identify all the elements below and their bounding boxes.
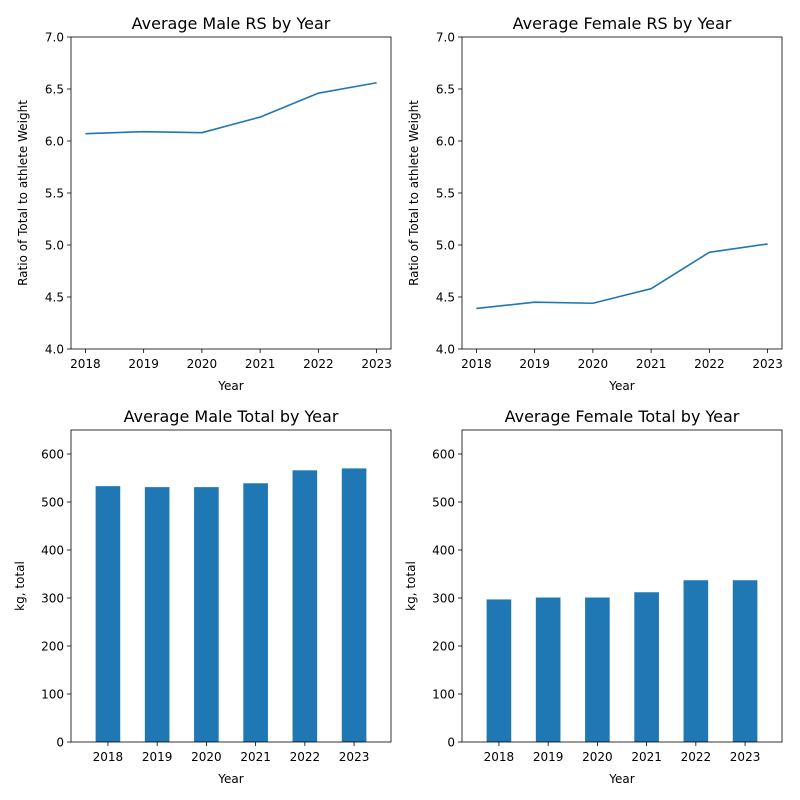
axes-frame [70, 36, 392, 350]
y-axis-label: kg, total [404, 561, 418, 611]
x-axis-label: Year [217, 379, 243, 393]
y-tick-label: 5.5 [436, 187, 455, 201]
x-tick-label: 2022 [681, 750, 712, 764]
chart-panel-3: 0 100 200 300 400 500 600 2018 2019 2020 2021 2022 2… [13, 407, 392, 786]
y-tick-label: 4.0 [45, 343, 64, 357]
y-tick-label: 7.0 [436, 31, 455, 45]
x-tick-label: 2023 [730, 750, 761, 764]
y-tick-label: 4.0 [436, 343, 455, 357]
axes-frame [461, 429, 783, 743]
y-tick-label: 6.0 [436, 135, 455, 149]
y-tick-label: 5.0 [45, 239, 64, 253]
bar [243, 483, 268, 742]
chart-title: Average Male RS by Year [132, 14, 331, 33]
y-axis-label: kg, total [13, 561, 27, 611]
x-tick-label: 2020 [582, 750, 613, 764]
y-tick-label: 4.5 [436, 291, 455, 305]
bar [194, 487, 219, 742]
bar [585, 597, 610, 742]
y-tick-label: 0 [56, 736, 64, 750]
bar [292, 470, 318, 742]
x-tick-label: 2018 [484, 750, 515, 764]
chart-panel-2: 4.0 4.5 5.0 5.5 6.0 6.5 7.0 2018 2019 2020 2021 202… [407, 14, 783, 393]
x-axis-label: Year [608, 379, 634, 393]
x-tick-label: 2021 [636, 357, 667, 371]
y-tick-label: 500 [41, 496, 64, 510]
chart-panel-1: 4.0 4.5 5.0 5.5 6.0 6.5 7.0 2018 2019 2020 2021 202… [16, 14, 392, 393]
bar [486, 599, 512, 742]
y-tick-label: 100 [41, 688, 64, 702]
y-axis-label: Ratio of Total to athlete Weight [16, 100, 30, 286]
chart-title: Average Male Total by Year [124, 407, 339, 426]
x-tick-label: 2022 [290, 750, 321, 764]
x-tick-label: 2018 [70, 357, 101, 371]
y-tick-label: 100 [432, 688, 455, 702]
series-line [85, 81, 377, 135]
x-tick-label: 2021 [631, 750, 662, 764]
chart-title: Average Female RS by Year [513, 14, 732, 33]
x-axis-label: Year [608, 772, 634, 786]
x-tick-label: 2023 [752, 357, 783, 371]
y-tick-label: 200 [41, 640, 64, 654]
x-tick-label: 2021 [240, 750, 271, 764]
axes-frame [461, 36, 783, 350]
x-tick-label: 2021 [245, 357, 276, 371]
bar [144, 487, 170, 742]
x-tick-label: 2018 [461, 357, 492, 371]
x-tick-label: 2020 [191, 750, 222, 764]
y-tick-label: 6.5 [436, 83, 455, 97]
y-tick-label: 6.5 [45, 83, 64, 97]
x-tick-label: 2019 [533, 750, 564, 764]
x-axis-label: Year [217, 772, 243, 786]
x-tick-label: 2023 [339, 750, 370, 764]
chart-panel-4: 0 100 200 300 400 500 600 2018 2019 2020 2021 2022 2… [404, 407, 783, 786]
y-tick-label: 5.0 [436, 239, 455, 253]
y-tick-label: 6.0 [45, 135, 64, 149]
y-tick-label: 7.0 [45, 31, 64, 45]
x-tick-label: 2020 [187, 357, 218, 371]
y-tick-label: 200 [432, 640, 455, 654]
x-tick-label: 2019 [519, 357, 550, 371]
x-tick-label: 2020 [578, 357, 609, 371]
y-tick-label: 400 [432, 544, 455, 558]
bar [732, 580, 758, 742]
x-tick-label: 2023 [361, 357, 392, 371]
series-line [476, 243, 768, 310]
bar [535, 597, 561, 742]
y-tick-label: 0 [447, 736, 455, 750]
y-tick-label: 400 [41, 544, 64, 558]
x-tick-label: 2019 [128, 357, 159, 371]
y-tick-label: 500 [432, 496, 455, 510]
y-tick-label: 4.5 [45, 291, 64, 305]
chart-title: Average Female Total by Year [505, 407, 740, 426]
bar [341, 468, 367, 742]
x-tick-label: 2019 [142, 750, 173, 764]
x-tick-label: 2022 [694, 357, 725, 371]
y-tick-label: 600 [432, 448, 455, 462]
y-tick-label: 5.5 [45, 187, 64, 201]
bar [95, 486, 121, 742]
x-tick-label: 2022 [303, 357, 334, 371]
axes-frame [70, 429, 392, 743]
x-tick-label: 2018 [93, 750, 124, 764]
bar [683, 580, 709, 742]
y-tick-label: 600 [41, 448, 64, 462]
y-tick-label: 300 [432, 592, 455, 606]
y-tick-label: 300 [41, 592, 64, 606]
bar [634, 592, 659, 742]
y-axis-label: Ratio of Total to athlete Weight [407, 100, 421, 286]
